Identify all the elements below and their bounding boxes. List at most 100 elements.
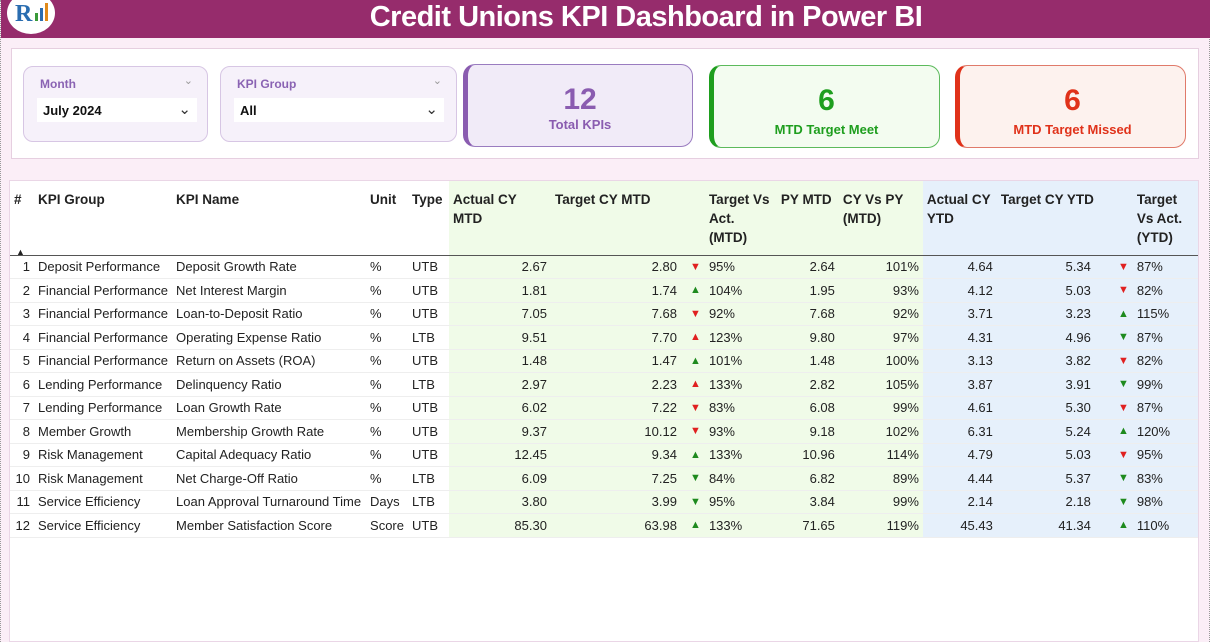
cell-row-number: 2 [10, 278, 34, 303]
cell-actual-cy-ytd: 4.31 [922, 325, 997, 350]
cell-kpi-group: Financial Performance [33, 302, 173, 326]
cell-target-cy-mtd: 7.68 [550, 302, 681, 326]
triangle-up-icon: ▲ [1094, 419, 1133, 444]
mtd-target-missed-card: 6 MTD Target Missed [955, 65, 1186, 148]
cell-py-mtd: 71.65 [776, 513, 839, 538]
cell-type: LTB [408, 325, 449, 350]
cell-kpi-group: Financial Performance [33, 325, 173, 350]
kpi-group-slicer: KPI Group ⌄ All ⌄ [220, 66, 457, 142]
cell-actual-cy-mtd: 7.05 [448, 302, 551, 326]
cell-target-cy-mtd: 7.22 [550, 396, 681, 420]
cell-unit: % [366, 396, 408, 420]
triangle-up-icon: ▲ [680, 325, 705, 350]
column-header-py-mtd[interactable]: PY MTD [776, 181, 839, 256]
kpi-group-dropdown[interactable]: All ⌄ [234, 98, 444, 122]
cell-unit: % [366, 325, 408, 350]
cell-target-vs-act-ytd: 99% [1132, 372, 1198, 397]
cell-kpi-group: Lending Performance [33, 372, 173, 397]
kpi-group-label: KPI Group [237, 77, 297, 91]
mtd-target-meet-value: 6 [818, 84, 835, 117]
cell-type: LTB [408, 372, 449, 397]
triangle-down-icon: ▼ [1094, 372, 1133, 397]
kpi-table: # ▲ KPI Group KPI Name Unit Type Actual CY MTD… [10, 181, 1198, 538]
triangle-down-icon: ▼ [680, 419, 705, 444]
triangle-down-icon: ▼ [680, 255, 705, 279]
table-row[interactable]: 5 Financial Performance Return on Assets (… [10, 349, 1198, 373]
triangle-down-icon: ▼ [1094, 466, 1133, 491]
cell-target-vs-act-mtd: 133% [704, 443, 777, 467]
table-row[interactable]: 1 Deposit Performance Deposit Growth Rate%… [10, 255, 1198, 279]
chevron-down-icon[interactable]: ⌄ [432, 75, 442, 87]
cell-target-vs-act-ytd: 82% [1132, 278, 1198, 303]
table-row[interactable]: 2 Financial Performance Net Interest Margi… [10, 278, 1198, 303]
column-header-actual-cy-mtd[interactable]: Actual CY MTD [448, 181, 551, 256]
cell-type: LTB [408, 466, 449, 491]
cell-kpi-group: Member Growth [33, 419, 173, 444]
table-row[interactable]: 8 Member Growth Membership Growth Rate% UTB… [10, 419, 1198, 444]
column-header-unit[interactable]: Unit [366, 181, 408, 256]
table-row[interactable]: 9 Risk Management Capital Adequacy Ratio% U… [10, 443, 1198, 467]
triangle-up-icon: ▲ [1094, 513, 1133, 538]
cell-target-vs-act-mtd: 95% [704, 490, 777, 514]
cell-unit: % [366, 302, 408, 326]
cell-actual-cy-ytd: 4.44 [922, 466, 997, 491]
month-dropdown[interactable]: July 2024 ⌄ [37, 98, 197, 122]
cell-py-mtd: 10.96 [776, 443, 839, 467]
cell-row-number: 1 [10, 255, 34, 279]
cell-type: UTB [408, 513, 449, 538]
cell-kpi-group: Financial Performance [33, 349, 173, 373]
column-header-actual-cy-ytd[interactable]: Actual CY YTD [922, 181, 997, 256]
cell-target-cy-mtd: 63.98 [550, 513, 681, 538]
kpi-group-value: All [240, 103, 257, 118]
cell-cy-vs-py-mtd: 114% [838, 443, 923, 467]
column-header-kpi-name[interactable]: KPI Name [172, 181, 367, 256]
cell-actual-cy-mtd: 2.97 [448, 372, 551, 397]
total-kpis-card: 12 Total KPIs [463, 64, 693, 147]
table-row[interactable]: 7 Lending Performance Loan Growth Rate% UTB… [10, 396, 1198, 420]
cell-actual-cy-mtd: 1.81 [448, 278, 551, 303]
cell-actual-cy-ytd: 4.12 [922, 278, 997, 303]
cell-target-cy-mtd: 1.74 [550, 278, 681, 303]
mtd-target-meet-card: 6 MTD Target Meet [709, 65, 940, 148]
cell-target-cy-mtd: 7.70 [550, 325, 681, 350]
cell-row-number: 5 [10, 349, 34, 373]
cell-kpi-name: Member Satisfaction Score [172, 513, 367, 538]
cell-py-mtd: 1.48 [776, 349, 839, 373]
column-header-kpi-group[interactable]: KPI Group [33, 181, 173, 256]
cell-kpi-group: Service Efficiency [33, 490, 173, 514]
triangle-down-icon: ▼ [1094, 349, 1133, 373]
cell-target-vs-act-ytd: 87% [1132, 396, 1198, 420]
cell-target-cy-ytd: 4.96 [996, 325, 1095, 350]
table-row[interactable]: 3 Financial Performance Loan-to-Deposit Ra… [10, 302, 1198, 326]
column-header-target-vs-act-ytd[interactable]: Target Vs Act. (YTD) [1132, 181, 1198, 256]
cell-unit: % [366, 443, 408, 467]
chevron-down-icon[interactable]: ⌄ [183, 75, 193, 87]
cell-row-number: 9 [10, 443, 34, 467]
column-header-target-cy-mtd[interactable]: Target CY MTD [550, 181, 705, 256]
column-header-target-cy-ytd[interactable]: Target CY YTD [996, 181, 1133, 256]
cell-kpi-group: Deposit Performance [33, 255, 173, 279]
cell-kpi-name: Deposit Growth Rate [172, 255, 367, 279]
table-row[interactable]: 10 Risk Management Net Charge-Off Ratio% LT… [10, 466, 1198, 491]
sort-ascending-icon[interactable]: ▲ [16, 247, 25, 257]
column-header-number[interactable]: # ▲ [10, 181, 34, 257]
column-header-cy-vs-py-mtd[interactable]: CY Vs PY (MTD) [838, 181, 923, 256]
cell-target-vs-act-mtd: 93% [704, 419, 777, 444]
table-row[interactable]: 6 Lending Performance Delinquency Ratio% LT… [10, 372, 1198, 397]
cell-type: UTB [408, 443, 449, 467]
cell-actual-cy-ytd: 4.64 [922, 255, 997, 279]
cell-py-mtd: 7.68 [776, 302, 839, 326]
mtd-target-meet-label: MTD Target Meet [774, 122, 879, 137]
triangle-up-icon: ▲ [680, 443, 705, 467]
cell-target-vs-act-mtd: 104% [704, 278, 777, 303]
triangle-up-icon: ▲ [680, 372, 705, 397]
total-kpis-label: Total KPIs [548, 117, 612, 132]
column-header-target-vs-act-mtd[interactable]: Target Vs Act. (MTD) [704, 181, 777, 256]
table-row[interactable]: 12 Service Efficiency Member Satisfaction … [10, 513, 1198, 538]
svg-text:R: R [15, 1, 33, 27]
cell-cy-vs-py-mtd: 89% [838, 466, 923, 491]
table-row[interactable]: 11 Service Efficiency Loan Approval Turnar… [10, 490, 1198, 514]
column-header-type[interactable]: Type [408, 181, 449, 256]
table-row[interactable]: 4 Financial Performance Operating Expense … [10, 325, 1198, 350]
cell-type: UTB [408, 278, 449, 303]
